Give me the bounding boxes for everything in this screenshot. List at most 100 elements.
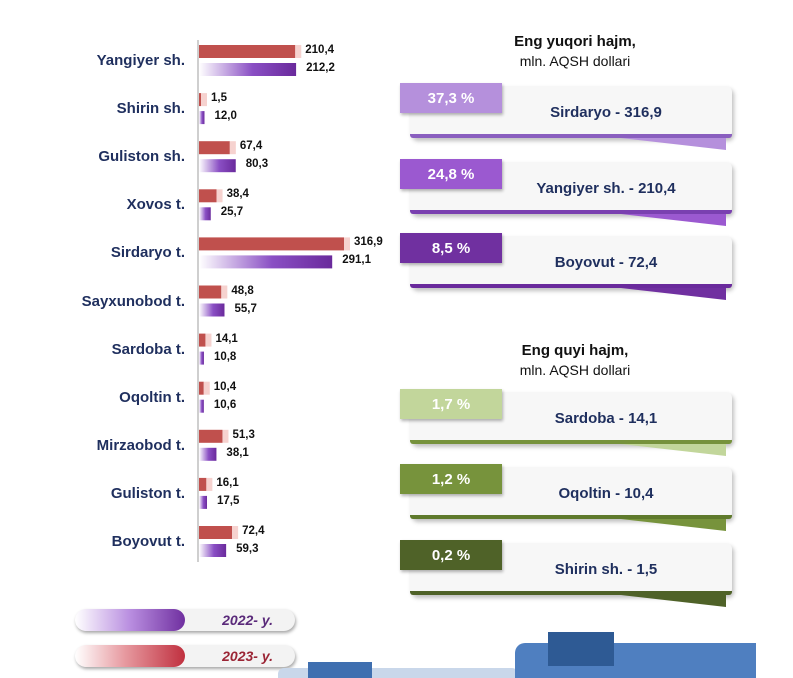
value-label-2023: 16,1 bbox=[216, 476, 239, 489]
bar-2023-highlight bbox=[229, 141, 236, 155]
bottom-card-1-tail bbox=[621, 444, 726, 456]
bar-2023-highlight bbox=[206, 477, 213, 491]
category-label: Shirin sh. bbox=[116, 100, 185, 118]
bottom-card-3: Shirin sh. - 1,5 bbox=[410, 543, 732, 607]
top-card-3-label: Boyovut - 72,4 bbox=[554, 253, 658, 271]
value-label-2022: 291,1 bbox=[342, 254, 371, 267]
bottom-panel-subtitle: mln. AQSH dollari bbox=[519, 362, 631, 378]
bottom-card-2-underline bbox=[410, 515, 732, 519]
bottom-badge-1: 1,7 % bbox=[400, 389, 502, 419]
bottom-card-2-label: Oqoltin - 10,4 bbox=[558, 484, 654, 502]
bar-2023-highlight bbox=[201, 93, 207, 107]
bar-2023 bbox=[199, 45, 296, 58]
bar-2023-highlight bbox=[221, 285, 228, 299]
bottom-card-3-tail bbox=[621, 595, 726, 607]
bottom-card-3-underline bbox=[410, 591, 732, 595]
top-panel-subtitle: mln. AQSH dollari bbox=[519, 53, 631, 69]
top-card-1-label: Sirdaryo - 316,9 bbox=[550, 103, 662, 121]
value-label-2023: 14,1 bbox=[215, 332, 238, 345]
value-label-2022: 38,1 bbox=[226, 446, 249, 459]
bottom-badge-2: 1,2 % bbox=[400, 464, 502, 494]
bar-2022 bbox=[199, 544, 227, 557]
top-card-1-underline bbox=[410, 134, 732, 138]
value-label-2022: 10,8 bbox=[213, 350, 237, 363]
legend-swatch-2022 bbox=[75, 609, 185, 631]
top-card-1-tail bbox=[621, 138, 726, 150]
value-label-2023: 48,8 bbox=[231, 284, 254, 297]
bar-2023 bbox=[199, 477, 207, 491]
category-label: Sardoba t. bbox=[111, 340, 185, 358]
category-label: Guliston t. bbox=[110, 484, 185, 502]
category-label: Sayxunobod t. bbox=[81, 292, 185, 310]
top-card-2-underline bbox=[410, 210, 732, 214]
bar-2022 bbox=[199, 111, 205, 125]
value-label-2023: 210,4 bbox=[305, 44, 335, 56]
legend-item-2022: 2022- y. bbox=[75, 609, 295, 631]
bar-2023 bbox=[199, 237, 344, 251]
bar-2023-highlight bbox=[295, 45, 302, 58]
bar-2023 bbox=[199, 429, 223, 443]
bar-2023 bbox=[199, 93, 201, 107]
value-label-2022: 55,7 bbox=[234, 302, 257, 315]
bar-2023 bbox=[199, 285, 222, 299]
bottom-badge-3: 0,2 % bbox=[400, 540, 502, 570]
top-card-3-tail bbox=[621, 288, 726, 300]
value-label-2022: 10,6 bbox=[213, 398, 237, 411]
bottom-card-1-underline bbox=[410, 440, 732, 444]
value-label-2023: 1,5 bbox=[211, 92, 227, 105]
bar-2022 bbox=[199, 255, 333, 269]
legend-swatch-2023 bbox=[75, 645, 185, 667]
value-label-2023: 38,4 bbox=[226, 188, 249, 201]
value-label-2022: 17,5 bbox=[217, 494, 240, 507]
bar-2023 bbox=[199, 189, 217, 203]
decor-block-left bbox=[308, 662, 372, 678]
decor-bar-left bbox=[278, 668, 518, 678]
top-badge-2: 24,8 % bbox=[400, 159, 502, 189]
value-label-2023: 72,4 bbox=[242, 525, 265, 537]
value-label-2022: 80,3 bbox=[245, 158, 269, 171]
bar-2023 bbox=[199, 141, 230, 155]
bar-2023-highlight bbox=[216, 189, 223, 203]
bar-2022 bbox=[199, 351, 204, 365]
top-badge-1: 37,3 % bbox=[400, 83, 502, 113]
top-card-2-label: Yangiyer sh. - 210,4 bbox=[536, 179, 676, 197]
bottom-panel-title: Eng quyi hajm, bbox=[521, 342, 629, 359]
top-panel-title: Eng yuqori hajm, bbox=[514, 33, 636, 50]
bottom-card-2-tail bbox=[621, 519, 726, 531]
bar-2022 bbox=[199, 159, 236, 173]
category-label: Oqoltin t. bbox=[119, 388, 185, 406]
category-label: Yangiyer sh. bbox=[96, 52, 185, 69]
decor-block-right bbox=[548, 632, 614, 666]
value-label-2022: 25,7 bbox=[220, 206, 244, 219]
bottom-panel-title-block: Eng quyi hajm, mln. AQSH dollari bbox=[460, 342, 690, 378]
category-label: Boyovut t. bbox=[111, 533, 185, 550]
value-label-2023: 316,9 bbox=[354, 236, 383, 249]
bar-2022 bbox=[199, 63, 297, 76]
bar-2022 bbox=[199, 207, 211, 221]
bar-2023-highlight bbox=[203, 381, 210, 395]
top-card-3-underline bbox=[410, 284, 732, 288]
bar-chart bbox=[197, 40, 350, 562]
bottom-card-3-label: Shirin sh. - 1,5 bbox=[554, 560, 658, 578]
bottom-card-1-label: Sardoba - 14,1 bbox=[554, 409, 658, 427]
category-label: Sirdaryo t. bbox=[110, 244, 185, 262]
category-label: Xovos t. bbox=[126, 196, 185, 214]
bar-2023 bbox=[199, 333, 206, 347]
bar-2023-highlight bbox=[232, 526, 239, 539]
value-label-2022: 212,2 bbox=[306, 62, 335, 74]
category-label: Guliston sh. bbox=[98, 148, 185, 166]
category-label: Mirzaobod t. bbox=[96, 436, 185, 454]
top-badge-3: 8,5 % bbox=[400, 233, 502, 263]
bar-2022 bbox=[199, 447, 217, 461]
legend-label-2023: 2023- y. bbox=[222, 648, 273, 664]
bar-2023-highlight bbox=[344, 237, 350, 251]
value-label-2023: 51,3 bbox=[232, 428, 255, 441]
value-label-2023: 67,4 bbox=[239, 140, 263, 153]
bar-2022 bbox=[199, 495, 208, 509]
legend-item-2023: 2023- y. bbox=[75, 645, 295, 667]
value-label-2022: 59,3 bbox=[236, 543, 259, 555]
bar-2023 bbox=[199, 381, 204, 395]
bar-2022 bbox=[199, 303, 225, 317]
value-label-2023: 10,4 bbox=[213, 380, 237, 393]
value-label-2022: 12,0 bbox=[214, 110, 237, 123]
